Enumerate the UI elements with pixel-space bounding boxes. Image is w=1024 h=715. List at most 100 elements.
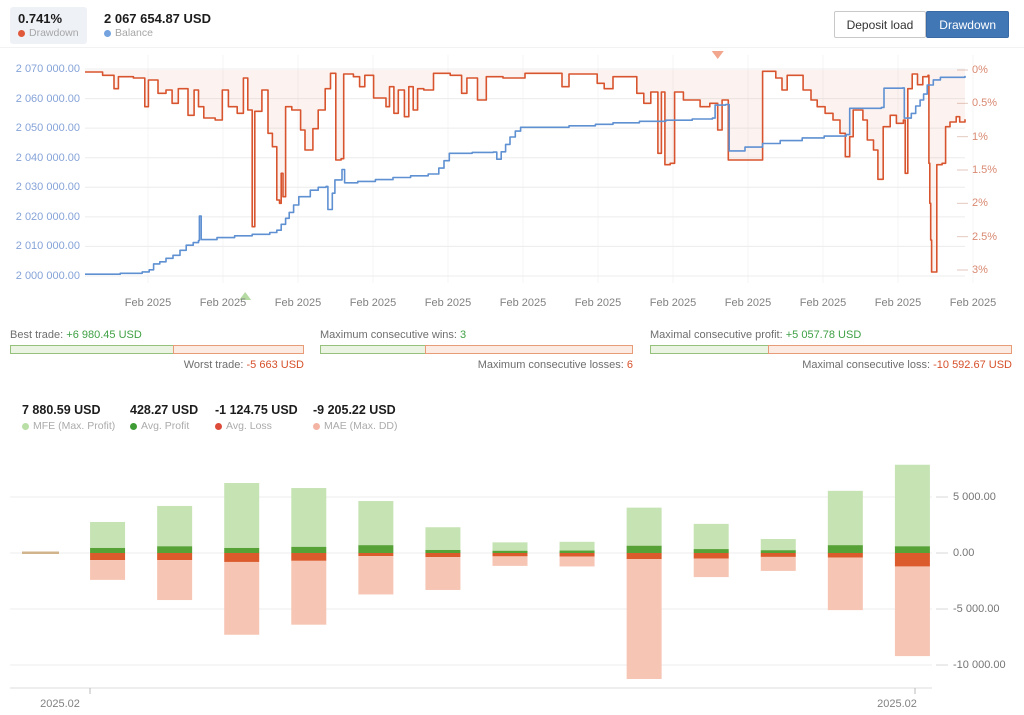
- bar-segment-avg-loss: [358, 553, 394, 557]
- bar-segment-avg-profit: [425, 549, 461, 553]
- bottom-y-axis-label: -5 000.00: [953, 603, 1000, 615]
- drawdown-dot-icon: [18, 30, 25, 37]
- stat-item-1: 428.27 USD Avg. Profit: [130, 403, 198, 432]
- gauge-bar: [10, 345, 304, 354]
- bar-segment-mfe: [224, 483, 260, 548]
- balance-label: Balance: [115, 27, 153, 39]
- bar-segment-mfe: [492, 542, 528, 551]
- bar-segment-mae: [90, 560, 126, 580]
- bottom-x-axis-label: 2025.02: [40, 698, 80, 710]
- bar-segment-avg-profit: [492, 550, 528, 553]
- bar-segment-avg-profit: [90, 547, 126, 553]
- stat-label: Avg. Loss: [226, 420, 272, 432]
- bar-segment-mfe: [894, 464, 930, 547]
- balance-dot-icon: [104, 30, 111, 37]
- drawdown-value: 0.741%: [18, 11, 63, 26]
- bar-segment-avg-profit: [760, 550, 796, 553]
- bar-segment-avg-profit: [559, 550, 595, 553]
- bar-segment-avg-profit: [693, 549, 729, 553]
- bar-segment-mfe: [157, 505, 193, 547]
- bottom-y-axis-label: 0.00: [953, 547, 975, 559]
- gauge-bottom-label: Maximal consecutive loss: -10 592.67 USD: [802, 359, 1012, 371]
- bar-segment-mae: [157, 560, 193, 601]
- bar-segment-mae: [358, 556, 394, 595]
- x-axis-label: Feb 2025: [724, 297, 772, 309]
- gauge-bottom-label: Maximum consecutive losses: 6: [477, 359, 633, 371]
- y-axis-label-left: 2 070 000.00: [15, 63, 80, 75]
- x-axis-label: Feb 2025: [349, 297, 397, 309]
- triangle-down-marker-icon: [711, 51, 724, 59]
- x-axis-label: Feb 2025: [124, 297, 172, 309]
- y-axis-label-left: 2 000 000.00: [15, 269, 80, 282]
- stat-item-0: 7 880.59 USD MFE (Max. Profit): [22, 403, 115, 432]
- stat-dot-icon: [215, 422, 222, 430]
- bar-segment-mfe: [425, 527, 461, 550]
- gauge-top-label: Maximum consecutive wins: 3: [320, 329, 467, 341]
- x-axis-label: Feb 2025: [949, 297, 997, 309]
- y-axis-label-left: 2 060 000.00: [15, 92, 80, 105]
- bar-segment-mfe: [90, 521, 126, 548]
- stat-item-2: -1 124.75 USD Avg. Loss: [215, 403, 298, 432]
- y-axis-label-right: 2%: [972, 197, 988, 210]
- gauge-bar: [650, 345, 1012, 354]
- bar-segment-avg-profit: [894, 546, 930, 553]
- legend-balance-toggle[interactable]: 2 067 654.87 USD Balance: [96, 7, 219, 44]
- y-axis-label-right: 0.5%: [972, 97, 998, 110]
- x-axis-label: Feb 2025: [274, 297, 322, 309]
- y-axis-label-right: 1%: [972, 130, 988, 143]
- bar-segment-avg-loss: [626, 553, 662, 560]
- x-axis-label: Feb 2025: [199, 297, 247, 309]
- gauge-2: Maximal consecutive profit: +5 057.78 US…: [650, 329, 1012, 371]
- bar-segment-mfe: [559, 541, 595, 551]
- x-axis-label: Feb 2025: [649, 297, 697, 309]
- gauge-negative-segment: [767, 345, 1012, 354]
- y-axis-label-right: 0%: [972, 64, 988, 76]
- drawdown-button[interactable]: Drawdown: [926, 11, 1009, 38]
- gauge-bar: [320, 345, 633, 354]
- stat-value: 428.27 USD: [130, 403, 199, 417]
- bar-segment-avg-loss: [559, 553, 595, 557]
- bar-segment-tiny: [22, 551, 59, 554]
- stat-label: Avg. Profit: [141, 420, 190, 432]
- bar-segment-avg-loss: [425, 553, 461, 558]
- gauge-bottom-label: Worst trade: -5 663 USD: [183, 359, 304, 371]
- stat-dot-icon: [313, 422, 320, 430]
- drawdown-label: Drawdown: [29, 27, 79, 39]
- balance-value: 2 067 654.87 USD: [104, 11, 211, 26]
- bar-segment-avg-profit: [291, 546, 327, 553]
- y-axis-label-right: 1.5%: [972, 163, 998, 176]
- bar-segment-mae: [693, 558, 729, 578]
- bar-segment-avg-loss: [90, 553, 126, 561]
- gauge-0: Best trade: +6 980.45 USD Worst trade: -5…: [10, 329, 304, 371]
- bar-segment-mfe: [291, 488, 327, 547]
- bar-segment-avg-profit: [224, 547, 260, 553]
- bar-segment-mae: [224, 561, 260, 635]
- bar-segment-mae: [492, 556, 528, 566]
- x-axis-label: Feb 2025: [874, 297, 922, 309]
- gauge-positive-segment: [320, 345, 426, 354]
- gauge-positive-segment: [10, 345, 174, 354]
- bar-segment-mae: [291, 560, 327, 625]
- x-axis-label: Feb 2025: [574, 297, 622, 309]
- bar-segment-mae: [626, 559, 662, 679]
- gauge-1: Maximum consecutive wins: 3 Maximum conse…: [320, 329, 633, 371]
- stat-value: 7 880.59 USD: [22, 403, 101, 417]
- chart-mode-switch: Deposit load Drawdown: [833, 11, 1009, 38]
- x-axis-label: Feb 2025: [424, 297, 472, 309]
- deposit-load-button[interactable]: Deposit load: [833, 11, 927, 38]
- y-axis-label-left: 2 010 000.00: [15, 240, 80, 253]
- y-axis-label-left: 2 040 000.00: [15, 151, 80, 164]
- stat-label: MAE (Max. DD): [324, 420, 398, 432]
- bar-segment-avg-loss: [827, 553, 863, 558]
- y-axis-label-right: 2.5%: [972, 230, 998, 243]
- gauge-top-label: Best trade: +6 980.45 USD: [10, 329, 142, 341]
- bar-segment-mfe: [693, 523, 729, 550]
- stat-dot-icon: [22, 422, 29, 430]
- bar-segment-avg-profit: [157, 546, 193, 553]
- bar-segment-mfe: [760, 539, 796, 551]
- stat-value: -9 205.22 USD: [313, 403, 396, 417]
- legend-drawdown-toggle[interactable]: 0.741% Drawdown: [10, 7, 87, 44]
- bar-segment-mfe: [358, 501, 394, 546]
- stat-item-3: -9 205.22 USD MAE (Max. DD): [313, 403, 398, 432]
